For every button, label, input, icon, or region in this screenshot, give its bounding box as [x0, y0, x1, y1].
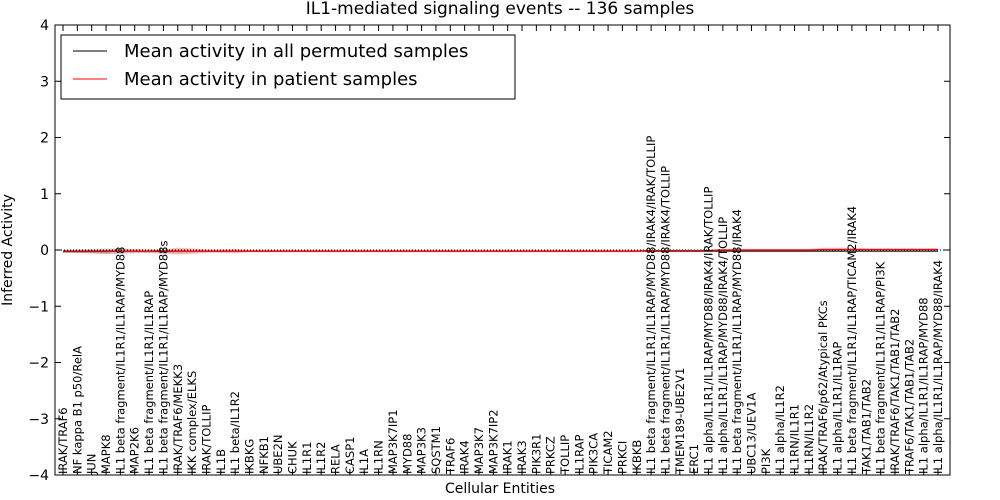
category-label: IKBKB: [630, 440, 644, 474]
y-tick-label: 4: [40, 18, 49, 34]
category-label: IRAK/TOLLIP: [199, 405, 213, 474]
y-tick-label: −3: [28, 412, 49, 428]
category-labels: IRAK/TRAF6 NF kappa B1 p50/RelA JUN MAPK8 IL…: [56, 136, 945, 475]
category-label: IKK complex/ELKS: [185, 371, 199, 474]
category-label: IL1 beta fragment/IL1R1/IL1RAP/MYD88/IRA…: [658, 166, 672, 474]
category-label: IRAK/TRAF6/p62/Atypical PKCs: [816, 300, 830, 474]
y-tick-label: 2: [40, 131, 49, 147]
category-label: IRAK/TRAF6: [56, 407, 70, 474]
category-label: UBC13/UEV1A: [745, 392, 759, 474]
legend-label-permuted: Mean activity in all permuted samples: [124, 41, 468, 62]
category-label: IL1 beta fragment/IL1R1/IL1RAP/PI3K: [874, 261, 888, 474]
y-tick-label: −4: [28, 468, 49, 484]
y-axis-title: Inferred Activity: [0, 194, 16, 306]
category-label: IL1RAP: [572, 434, 586, 474]
legend-box: [60, 34, 516, 100]
category-label: IL1R1: [300, 442, 314, 474]
axes: −4 −3 −2 −1 0 1 2 3 4: [28, 18, 951, 484]
category-label: IRAK/TRAF6/MEKK3: [171, 364, 185, 474]
category-label: IRAK3: [515, 440, 529, 474]
category-label: JUN: [85, 454, 99, 475]
category-label: IL1R2: [314, 442, 328, 474]
category-label: TMEM189-UBE2V1: [673, 368, 687, 475]
category-label: TRAF6/TAK1/TAB1/TAB2: [902, 339, 916, 475]
category-label: NFKB1: [257, 436, 271, 474]
category-label: TAK1/TAB1/TAB2: [859, 379, 873, 475]
category-label: CASP1: [343, 437, 357, 474]
chart-title: IL1-mediated signaling events -- 136 sam…: [306, 0, 695, 19]
category-label: IKBKG: [242, 439, 256, 474]
category-label: IRAK4: [458, 440, 472, 474]
category-label: MAP3K3: [415, 427, 429, 474]
y-tick-label: 1: [40, 187, 49, 203]
series-line-patient: [63, 248, 938, 253]
category-label: IL1 alpha/IL1R1/IL1RAP/MYD88/IRAK4/IRAK/…: [701, 187, 715, 474]
category-label: ERC1: [687, 444, 701, 474]
category-label: MAP3K7: [472, 427, 486, 474]
y-tick-label: −2: [28, 356, 49, 372]
category-label: RELA: [329, 444, 343, 474]
plot-area: [55, 247, 950, 255]
category-label: MAP3K7IP2: [486, 409, 500, 474]
category-label: SQSTM1: [429, 426, 443, 474]
category-label: IL1 beta fragment/IL1R1/IL1RAP/MYD88: [113, 247, 127, 474]
category-label: MAP3K7IP1: [386, 409, 400, 474]
category-label: IL1 alpha/IL1R1/IL1RAP/MYD88/IRAK4/TOLLI…: [716, 217, 730, 474]
category-label: IL1RN/IL1R2: [802, 404, 816, 474]
category-label: PRKCZ: [544, 436, 558, 474]
y-tick-label: −1: [28, 299, 49, 315]
category-label: IL1 beta fragment/IL1R1/IL1RAP/MYD88/IRA…: [730, 209, 744, 474]
category-label: IL1A: [357, 449, 371, 474]
category-label: IL1 beta fragment/IL1R1/IL1RAP/MYD88s: [156, 241, 170, 474]
category-label: IL1 beta fragment/IL1R1/IL1RAP/MYD88/IRA…: [644, 136, 658, 474]
category-label: IL1 alpha/IL1R1/IL1RAP/MYD88: [917, 297, 931, 474]
category-label: IL1 alpha/IL1R1/IL1RAP/MYD88/IRAK4: [931, 260, 945, 474]
category-label: IRAK/TRAF6/TAK1/TAB1/TAB2: [888, 309, 902, 474]
category-label: PIK3R1: [529, 434, 543, 475]
y-tick-label: 3: [40, 74, 49, 90]
category-label: IL1RN/IL1R1: [788, 404, 802, 474]
category-label: IRAK1: [501, 440, 515, 474]
category-label: PI3K: [759, 448, 773, 474]
category-label: IL1 beta fragment/IL1R1/IL1RAP: [142, 291, 156, 474]
y-tick-label: 0: [40, 243, 49, 259]
category-label: IL1 beta/IL1R2: [228, 391, 242, 474]
category-label: IL1 alpha/IL1R1/IL1RAP: [831, 342, 845, 474]
category-label: IL1RN: [372, 440, 386, 474]
category-label: PRKCI: [615, 441, 629, 474]
category-label: CHUK: [286, 441, 300, 474]
category-label: MYD88: [400, 434, 414, 474]
category-label: IL1B: [214, 449, 228, 474]
legend-label-patient: Mean activity in patient samples: [124, 69, 418, 90]
x-axis-title: Cellular Entities: [445, 481, 555, 497]
legend: Mean activity in all permuted samples Me…: [60, 34, 516, 100]
category-label: MAPK8: [99, 434, 113, 474]
category-label: TRAF6: [443, 438, 457, 475]
category-label: PIK3CA: [587, 433, 601, 474]
category-label: TICAM2: [601, 430, 615, 475]
category-label: NF kappa B1 p50/RelA: [70, 346, 84, 474]
category-label: TOLLIP: [558, 435, 572, 475]
category-label: IL1 beta fragment/IL1R1/IL1RAP/TICAM2/IR…: [845, 206, 859, 474]
category-label: UBE2N: [271, 435, 285, 475]
category-label: MAP2K6: [128, 427, 142, 474]
category-label: IL1 alpha/IL1R2: [773, 385, 787, 474]
